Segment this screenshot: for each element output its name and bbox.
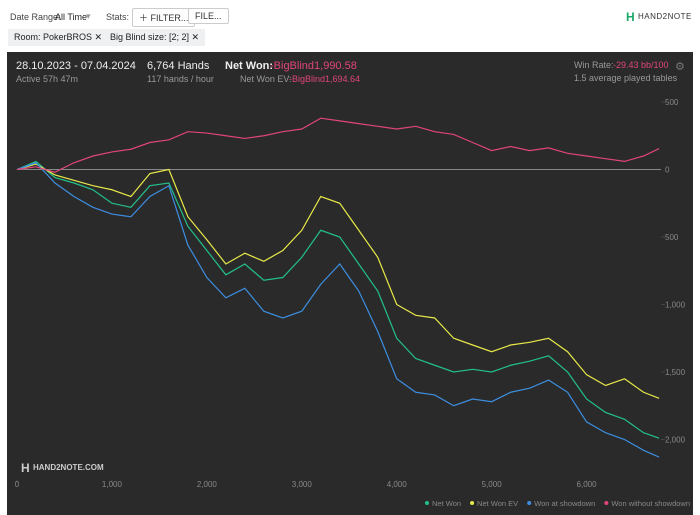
hands-rate: 117 hands / hour [147,74,214,84]
dates: 28.10.2023 - 07.04.2024 [16,60,136,72]
legend-label: Won at showdown [534,499,595,508]
y-tick-label: 500 [665,233,679,242]
x-tick-label: 0 [15,480,20,489]
legend-marker [604,501,609,505]
net-won-ev-label: Net Won EV: [240,74,292,84]
legend-label: Won without showdown [611,499,690,508]
filter-chip[interactable]: Room: PokerBROS ✕ [8,29,109,46]
series-line [16,162,660,458]
filter-button[interactable]: ＋ FILTER... [132,8,196,27]
x-tick-label: 6,000 [577,480,598,489]
y-tick-label: 500 [665,98,679,107]
date-range-select[interactable]: All Time [55,12,88,22]
logo: HAND2NOTE [638,12,692,21]
x-tick-label: 4,000 [387,480,408,489]
series-line [16,163,660,399]
chip-text: Big Blind size: [2; 2] [110,32,190,42]
legend-label: Net Won EV [477,499,518,508]
settings-icon[interactable]: ⚙ [675,61,685,73]
legend-marker [425,501,429,505]
chip-text: Room: PokerBROS [14,32,93,42]
legend-marker [527,501,532,505]
net-won-ev-value: -BigBlind1,694.64 [289,74,361,84]
watermark-icon: H [21,461,30,475]
file-button[interactable]: FILE... [188,8,229,24]
legend-marker [470,501,475,505]
x-tick-label: 5,000 [482,480,503,489]
date-range-label: Date Range: [10,12,61,22]
filter-text: FILTER... [150,13,189,23]
active-time: Active 57h 47m [16,74,79,84]
series-line [16,160,660,439]
x-tick-label: 2,000 [197,480,218,489]
y-tick-label: 0 [665,166,670,175]
y-tick-label: 1,000 [665,301,686,310]
x-tick-label: 1,000 [102,480,123,489]
y-tick-label: 2,000 [665,436,686,445]
dropdown-arrow: ▾ [86,11,91,21]
chart-panel: 28.10.2023 - 07.04.2024 Active 57h 47m 6… [7,52,693,515]
watermark: HAND2NOTE.COM [33,463,104,472]
hands: 6,764 Hands [147,60,210,72]
net-won-value: -BigBlind1,990.58 [270,60,357,72]
legend-label: Net Won [432,499,461,508]
x-tick-label: 3,000 [292,480,313,489]
logo-icon: H [626,10,635,24]
series-line [16,117,660,173]
y-tick-label: 1,500 [665,368,686,377]
stats-label: Stats: [106,12,130,22]
filter-chip[interactable]: Big Blind size: [2; 2] ✕ [104,29,206,46]
tables: 1.5 average played tables [574,73,678,83]
win-rate-label: Win Rate: [574,60,614,70]
win-rate-value: -29.43 bb/100 [613,60,669,70]
net-won-label: Net Won: [225,60,274,72]
